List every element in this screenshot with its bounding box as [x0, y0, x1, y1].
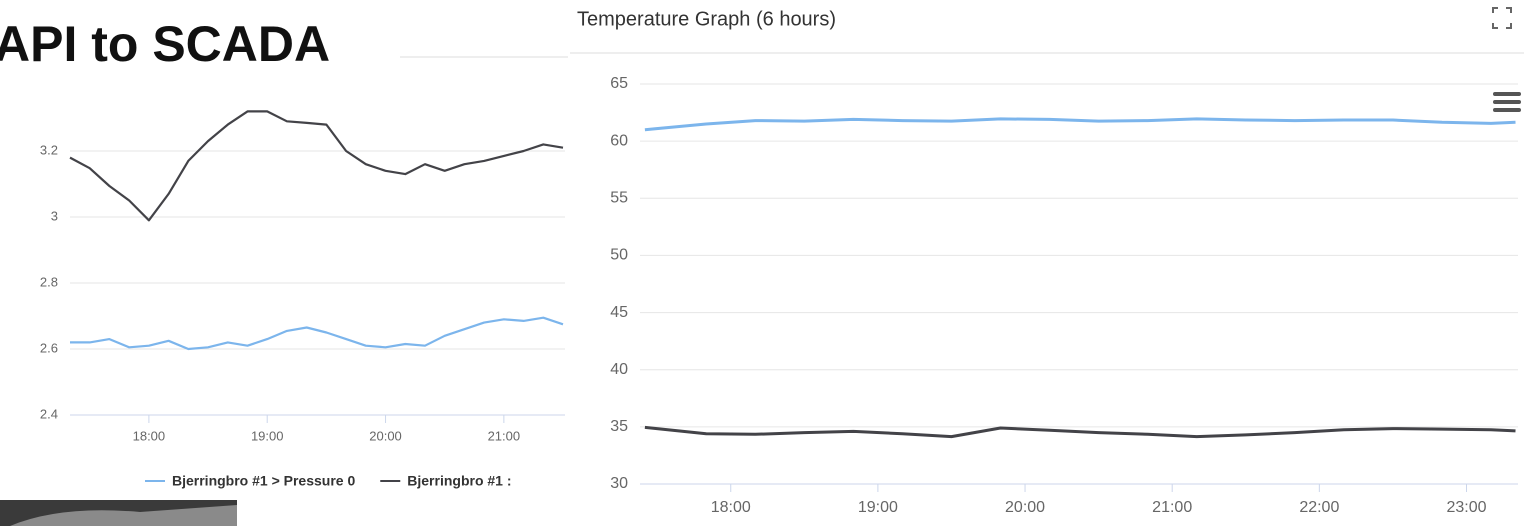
y-tick-label: 45	[610, 304, 628, 321]
x-tick-label: 18:00	[711, 499, 751, 516]
chart-title: Temperature Graph (6 hours)	[577, 8, 836, 30]
y-tick-label: 2.4	[40, 406, 58, 421]
x-tick-label: 19:00	[251, 428, 284, 443]
y-tick-label: 65	[610, 75, 628, 92]
legend: Bjerringbro #1 > Pressure 0 Bjerringbro #…	[145, 473, 512, 489]
legend-label[interactable]: Bjerringbro #1 :	[407, 473, 511, 489]
y-tick-label: 3	[51, 208, 58, 223]
x-tick-label: 22:00	[1299, 499, 1339, 516]
y-tick-label: 2.8	[40, 274, 58, 289]
screenshot: API to SCADA 2.4 2.6 2.8 3 3.2 18:00 19:00 20:0…	[0, 0, 1524, 526]
y-tick-label: 35	[610, 418, 628, 435]
y-tick-label: 60	[610, 132, 628, 149]
y-tick-label: 3.2	[40, 142, 58, 157]
x-tick-label: 21:00	[488, 428, 521, 443]
temperature-panel	[568, 0, 1524, 526]
legend-label[interactable]: Bjerringbro #1 > Pressure 0	[172, 473, 355, 489]
page-title: API to SCADA	[0, 16, 330, 72]
y-tick-label: 2.6	[40, 340, 58, 355]
x-tick-label: 20:00	[369, 428, 402, 443]
x-tick-label: 23:00	[1446, 499, 1486, 516]
x-tick-label: 21:00	[1152, 499, 1192, 516]
y-tick-label: 40	[610, 361, 628, 378]
x-tick-label: 18:00	[133, 428, 166, 443]
y-tick-label: 55	[610, 190, 628, 207]
y-tick-label: 50	[610, 247, 628, 264]
x-tick-label: 20:00	[1005, 499, 1045, 516]
x-tick-label: 19:00	[858, 499, 898, 516]
menu-icon[interactable]	[1493, 92, 1521, 112]
y-tick-label: 30	[610, 475, 628, 492]
